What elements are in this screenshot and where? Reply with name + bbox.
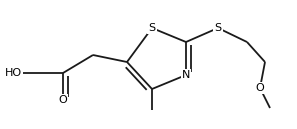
Text: S: S [214,23,222,33]
Text: S: S [148,23,156,33]
Text: HO: HO [5,68,22,78]
Text: O: O [59,95,67,105]
Text: O: O [256,83,264,93]
Text: N: N [182,70,190,80]
